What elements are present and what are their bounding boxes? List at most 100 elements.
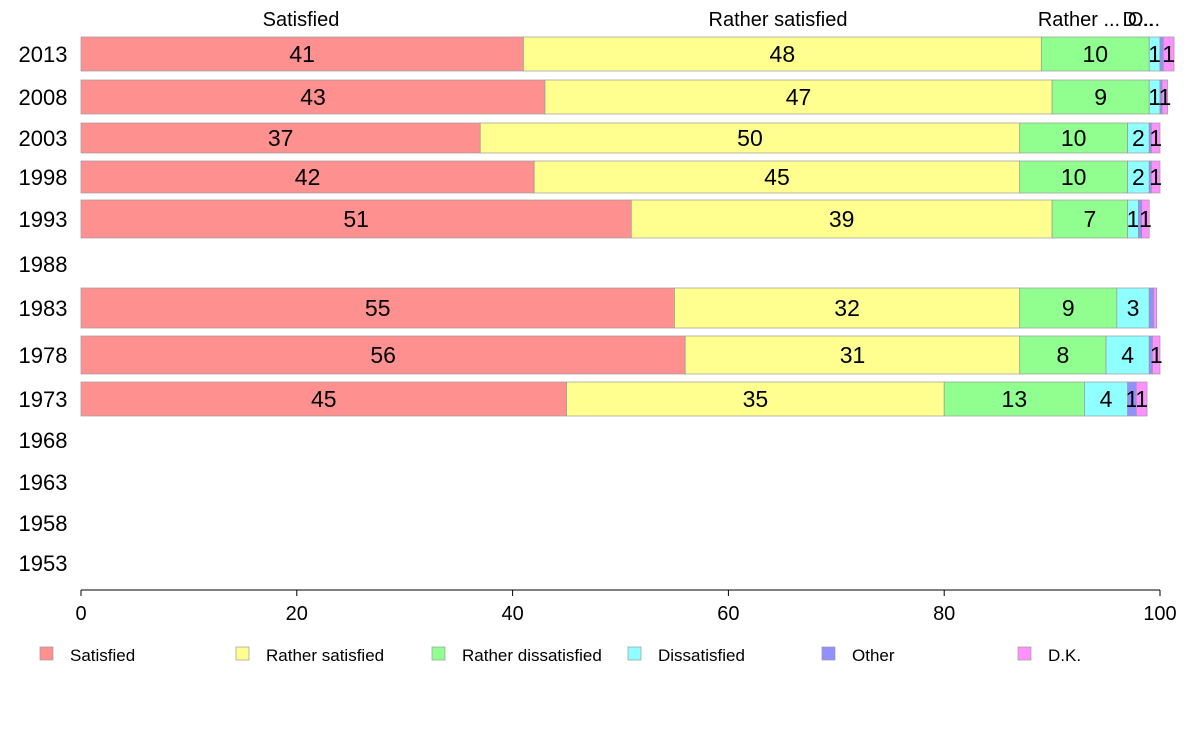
- legend-label: D.K.: [1048, 646, 1081, 665]
- top-label: D...: [1122, 9, 1153, 31]
- bar-segment: [523, 36, 1042, 72]
- bar-segment: [1152, 335, 1161, 375]
- legend-item: Other: [821, 646, 895, 665]
- legend-item: D.K.: [1017, 646, 1081, 665]
- data-label: 9: [1062, 295, 1075, 321]
- data-label: 45: [764, 164, 790, 190]
- x-tick-label: 40: [501, 603, 523, 625]
- data-label: 47: [786, 84, 812, 110]
- legend-swatch: [627, 646, 642, 661]
- data-label: 45: [311, 386, 337, 412]
- legend-swatch: [431, 646, 446, 661]
- data-label: 8: [1056, 342, 1069, 368]
- bar-group: 41 48 10 1 1: [80, 36, 1175, 72]
- year-label: 1998: [19, 165, 68, 190]
- data-label: 32: [834, 295, 860, 321]
- data-label: 1: [1135, 386, 1148, 412]
- x-tick-label: 80: [933, 603, 955, 625]
- data-label: 2: [1132, 164, 1145, 190]
- data-label: 43: [300, 84, 326, 110]
- year-label: 2013: [19, 42, 68, 67]
- bar-segment: [630, 199, 1053, 239]
- bar-segment: [80, 381, 567, 417]
- bar-group: 43 47 9 11: [80, 79, 1171, 115]
- data-label: 10: [1061, 125, 1087, 151]
- bar-group: 56 31 8 4 1: [80, 335, 1163, 375]
- bar-group: 55 32 9 3: [80, 287, 1158, 329]
- data-label: 50: [737, 125, 763, 151]
- data-label: 4: [1100, 386, 1113, 412]
- year-label: 1973: [19, 387, 68, 412]
- bar-segment: [1019, 160, 1128, 194]
- bar-segment: [1105, 335, 1150, 375]
- data-label: 7: [1083, 206, 1096, 232]
- top-label: O...: [1128, 9, 1160, 31]
- top-label: Satisfied: [263, 9, 340, 31]
- data-label: 10: [1061, 164, 1087, 190]
- data-label: 2: [1132, 125, 1145, 151]
- bar-group: 51 39 7 1 1: [80, 199, 1152, 239]
- year-label: 1953: [19, 551, 68, 576]
- legend-item: Dissatisfied: [627, 646, 745, 665]
- bar-segment: [1148, 287, 1154, 329]
- bar-segment: [1051, 199, 1128, 239]
- data-label: 55: [365, 295, 391, 321]
- data-label: 37: [268, 125, 294, 151]
- data-label: 1: [1127, 206, 1140, 232]
- bar-group: 37 50 10 2 1: [80, 122, 1162, 154]
- legend-item: Satisfied: [39, 646, 135, 665]
- year-label: 1978: [19, 343, 68, 368]
- bar-segment: [80, 287, 675, 329]
- legend-swatch: [821, 646, 836, 661]
- bar-segment: [544, 79, 1053, 115]
- bar-segment: [533, 160, 1021, 194]
- bar-segment: [1135, 381, 1148, 417]
- data-label: 9: [1094, 84, 1107, 110]
- bar-segment: [1153, 287, 1158, 329]
- bar-segment: [80, 160, 535, 194]
- bar-segment: [80, 335, 686, 375]
- data-label: 56: [370, 342, 396, 368]
- bar-segment: [80, 122, 481, 154]
- legend-label: Other: [852, 646, 895, 665]
- data-label: 1: [1150, 342, 1163, 368]
- bar-segment: [1151, 122, 1161, 154]
- x-tick-label: 60: [717, 603, 739, 625]
- bar-segment: [684, 335, 1021, 375]
- x-tick-label: 100: [1143, 603, 1176, 625]
- year-label: 2008: [19, 85, 68, 110]
- data-label: 48: [770, 41, 796, 67]
- bar-segment: [566, 381, 945, 417]
- year-label: 1968: [19, 428, 68, 453]
- x-tick-label: 20: [286, 603, 308, 625]
- data-label: 42: [295, 164, 321, 190]
- legend-label: Dissatisfied: [658, 646, 745, 665]
- year-label: 1993: [19, 207, 68, 232]
- year-label: 1983: [19, 296, 68, 321]
- year-label: 2003: [19, 126, 68, 151]
- data-label: 3: [1127, 295, 1140, 321]
- bar-group: 45 35 13 4 11: [80, 381, 1148, 417]
- data-label: 35: [743, 386, 769, 412]
- bar-segment: [479, 122, 1021, 154]
- data-label: 31: [840, 342, 866, 368]
- data-label: 1: [1126, 386, 1139, 412]
- bar-segment: [1116, 287, 1150, 329]
- data-label: 1: [1149, 164, 1162, 190]
- data-label: 51: [343, 206, 369, 232]
- bar-segment: [1019, 122, 1128, 154]
- bar-segment: [674, 287, 1021, 329]
- year-label: 1958: [19, 511, 68, 536]
- data-label: 10: [1082, 41, 1108, 67]
- bar-group: 42 45 10 2 1: [80, 160, 1162, 194]
- top-label: Rather satisfied: [709, 9, 848, 31]
- bar-segment: [1084, 381, 1128, 417]
- bar-segment: [1141, 199, 1150, 239]
- legend-item: Rather dissatisfied: [431, 646, 602, 665]
- data-label: 1: [1148, 84, 1161, 110]
- bar-segment: [1162, 36, 1175, 72]
- legend-label: Satisfied: [70, 646, 135, 665]
- data-label: 1: [1139, 206, 1152, 232]
- bar-segment: [1051, 79, 1150, 115]
